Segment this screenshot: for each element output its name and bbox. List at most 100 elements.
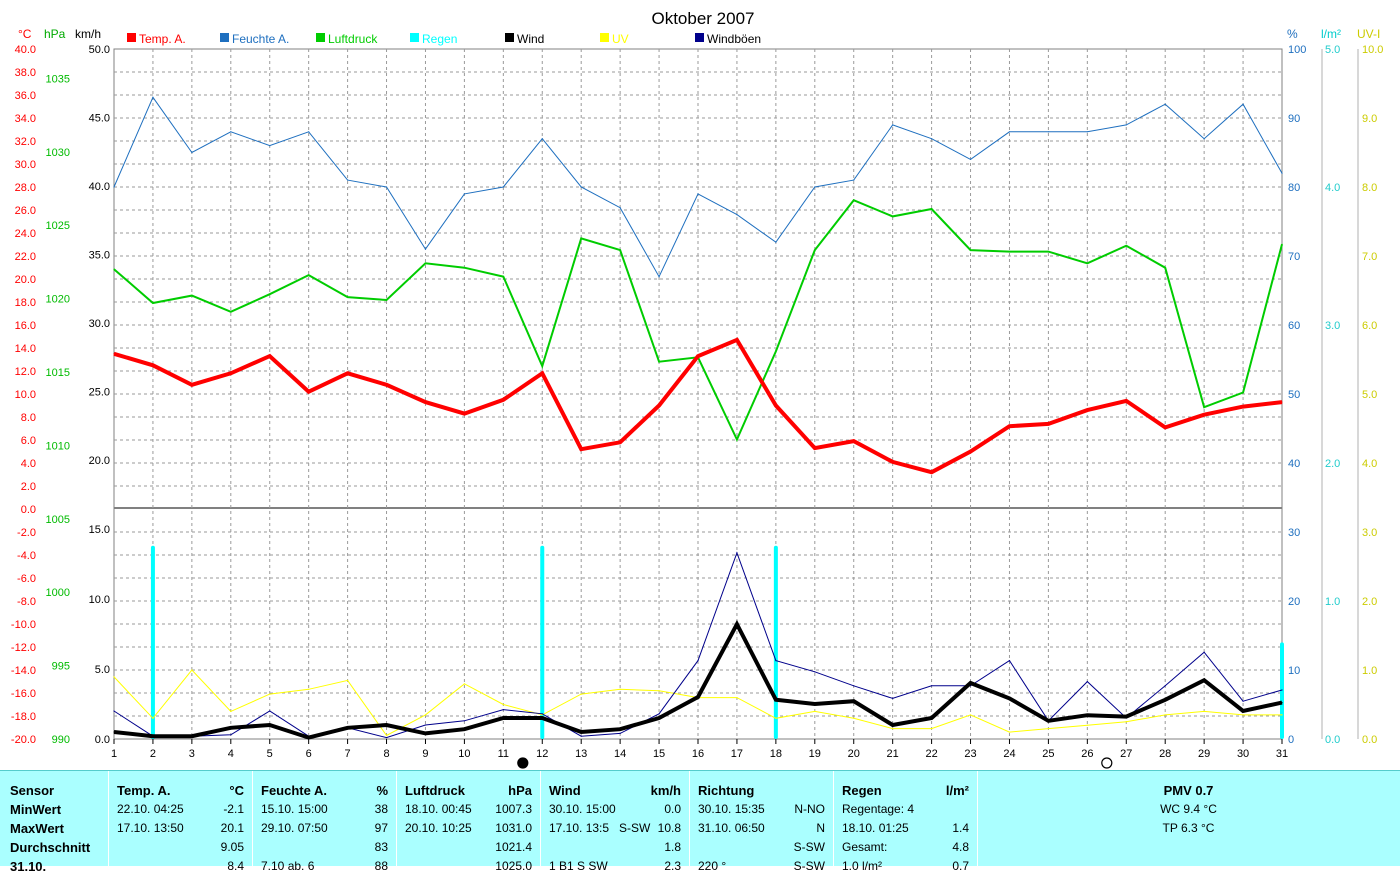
- rain-days: Regentage: 4: [842, 802, 915, 816]
- data-point: [385, 186, 388, 188]
- data-point: [541, 372, 543, 374]
- x-tick-label: 29: [1198, 748, 1210, 760]
- humidity-tick-label: 20: [1288, 596, 1300, 608]
- pressure-unit-label: hPa: [44, 27, 66, 41]
- wind-tick-label: 50.0: [89, 44, 110, 56]
- humidity-unit-label: %: [1287, 27, 1298, 41]
- data-point: [853, 199, 855, 201]
- durchschnitt-label: Durchschnitt: [10, 840, 91, 855]
- data-point: [619, 732, 621, 735]
- temp-tick-label: 36.0: [15, 90, 36, 102]
- data-point: [1242, 700, 1244, 702]
- data-point: [502, 703, 504, 706]
- humidity-tick-label: 40: [1288, 458, 1300, 470]
- direction-max-value: N: [816, 821, 825, 835]
- data-point: [580, 693, 582, 695]
- data-point: [541, 138, 543, 140]
- data-point: [502, 399, 504, 401]
- pressure-min-value: 1007.3: [495, 802, 532, 816]
- wind-min-value: 0.0: [664, 802, 681, 816]
- x-tick-label: 15: [653, 748, 665, 760]
- data-point: [658, 713, 660, 715]
- data-point: [152, 735, 154, 737]
- rain-bar: [540, 545, 545, 739]
- temp-tick-label: 22.0: [15, 251, 36, 263]
- pressure-tick-label: 1015: [46, 367, 70, 379]
- temp-tick-label: 18.0: [15, 297, 36, 309]
- temp-unit-label: °C: [18, 27, 32, 41]
- data-point: [1164, 714, 1166, 716]
- uv-tick-label: 0.0: [1362, 734, 1377, 746]
- data-point: [580, 186, 582, 188]
- data-point: [347, 179, 349, 181]
- rain-tick-label: 1.0: [1325, 596, 1340, 608]
- stats-panel: Sensor MinWert MaxWert Durchschnitt 31.1…: [0, 770, 1400, 874]
- data-point: [1164, 267, 1166, 269]
- data-point: [308, 737, 310, 739]
- data-point: [308, 131, 310, 133]
- pressure-min-when: 18.10. 00:45: [405, 802, 472, 816]
- wind-tick-label: 15.0: [89, 524, 110, 536]
- rain-tick-label: 3.0: [1325, 320, 1340, 332]
- humidity-tick-label: 10: [1288, 665, 1300, 677]
- rain-tick-label: 0.0: [1325, 734, 1340, 746]
- legend-swatch: [220, 33, 229, 42]
- data-point: [269, 293, 271, 295]
- wind-max-value: 10.8: [657, 821, 681, 835]
- legend-label: Feuchte A.: [232, 32, 289, 46]
- data-point: [1242, 391, 1244, 394]
- temp-tick-label: 26.0: [15, 205, 36, 217]
- pressure-tick-label: 1030: [46, 147, 70, 159]
- data-point: [931, 685, 933, 687]
- data-point: [1008, 425, 1011, 427]
- data-point: [385, 299, 388, 301]
- temp-tick-label: -2.0: [17, 527, 36, 539]
- data-point: [347, 727, 349, 729]
- temp-tick-label: 16.0: [15, 320, 36, 332]
- temp-unit: °C: [229, 783, 244, 798]
- temp-last-value: 8.4: [227, 859, 244, 873]
- uv-tick-label: 10.0: [1362, 44, 1383, 56]
- data-point: [541, 365, 543, 367]
- temp-tick-label: 32.0: [15, 136, 36, 148]
- data-point: [1242, 406, 1244, 408]
- pressure-column: Luftdruck hPa 18.10. 00:45 1007.3 20.10. 1…: [397, 771, 541, 873]
- data-point: [1203, 710, 1205, 713]
- data-point: [736, 697, 738, 699]
- data-point: [969, 714, 972, 716]
- x-tick-label: 30: [1237, 748, 1249, 760]
- data-point: [1281, 702, 1283, 704]
- temp-tick-label: 6.0: [21, 435, 36, 447]
- uv-tick-label: 5.0: [1362, 389, 1377, 401]
- data-point: [853, 179, 855, 181]
- pressure-tick-label: 1010: [46, 440, 70, 452]
- temp-tick-label: 28.0: [15, 182, 36, 194]
- data-point: [697, 193, 699, 195]
- data-point: [658, 276, 660, 278]
- data-point: [931, 717, 933, 719]
- wind-tick-label: 0.0: [95, 734, 110, 746]
- data-point: [697, 355, 699, 357]
- rain-total-value: 4.8: [952, 840, 969, 854]
- wind-tick-label: 40.0: [89, 181, 110, 193]
- legend: Temp. A. Feuchte A. Luftdruck Regen Wind UV Wi…: [127, 32, 761, 46]
- data-point: [269, 355, 271, 357]
- uv-tick-label: 9.0: [1362, 113, 1377, 125]
- data-point: [152, 364, 154, 366]
- data-point: [269, 710, 271, 712]
- humidity-tick-label: 80: [1288, 182, 1300, 194]
- x-tick-label: 6: [306, 748, 312, 760]
- wind-last-when: 1 B1 S SW: [549, 859, 608, 873]
- x-tick-label: 18: [770, 748, 782, 760]
- full-moon-icon: [517, 757, 529, 769]
- data-point: [113, 353, 115, 355]
- direction-min-when: 30.10. 15:35: [698, 802, 765, 816]
- temp-tick-label: -4.0: [17, 550, 36, 562]
- direction-avg-value: S-SW: [793, 840, 825, 854]
- x-tick-label: 27: [1120, 748, 1132, 760]
- data-point: [424, 732, 427, 735]
- temp-tick-label: 2.0: [21, 481, 36, 493]
- data-point: [775, 660, 777, 662]
- data-point: [113, 676, 115, 678]
- temp-tick-label: 0.0: [21, 504, 36, 516]
